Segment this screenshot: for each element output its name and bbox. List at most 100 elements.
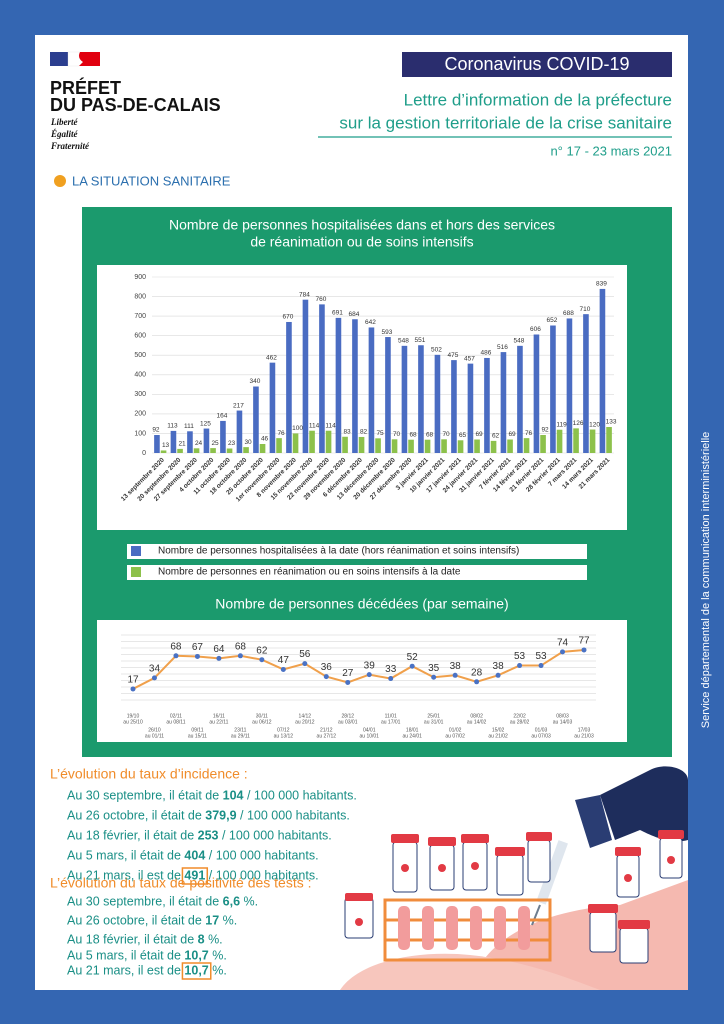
value-label: 113	[167, 423, 178, 430]
value-label: 502	[431, 347, 442, 354]
y-tick-label: 700	[134, 313, 146, 320]
line-prefix: Au 5 mars, il était de	[67, 848, 184, 862]
value-label: 53	[535, 651, 547, 662]
value-label: 76	[277, 430, 285, 437]
bar	[583, 314, 589, 453]
marker	[474, 679, 480, 685]
x-tick-label: au 31/01	[424, 719, 444, 725]
bar	[418, 345, 424, 453]
x-tick-label: 08/03	[556, 713, 569, 719]
value-label: 126	[573, 420, 584, 427]
line-value: 10,7	[184, 963, 208, 977]
line-value: 8	[198, 932, 205, 946]
value-label: 76	[525, 430, 533, 437]
value-label: 652	[547, 317, 558, 324]
line-value: 404	[184, 848, 205, 862]
value-label: 133	[606, 419, 617, 426]
line-suffix: %.	[240, 894, 258, 908]
value-label: 65	[459, 432, 467, 439]
value-label: 30	[244, 439, 252, 446]
marker	[259, 657, 265, 663]
x-tick-label: au 07/02	[445, 733, 465, 739]
line-value: 10,7	[184, 948, 208, 962]
marker	[302, 661, 308, 667]
y-tick-label: 100	[134, 430, 146, 437]
bar	[589, 429, 596, 453]
issue: n° 17 - 23 mars 2021	[550, 143, 672, 158]
line-value: 6,6	[223, 894, 240, 908]
value-label: 691	[332, 310, 343, 317]
value-label: 92	[152, 427, 160, 434]
value-label: 839	[596, 281, 607, 288]
y-tick-label: 900	[134, 274, 146, 281]
highlight-box	[181, 962, 212, 980]
x-tick-label: 07/12	[277, 727, 290, 733]
value-label: 548	[398, 338, 409, 345]
value-label: 606	[530, 326, 541, 333]
marker	[280, 666, 286, 672]
x-tick-label: 01/02	[449, 727, 462, 733]
bar	[474, 439, 480, 453]
value-label: 77	[578, 636, 590, 647]
marker	[366, 672, 372, 678]
value-label: 17	[127, 675, 139, 686]
value-label: 62	[256, 645, 268, 656]
value-label: 68	[426, 431, 434, 438]
value-label: 64	[213, 644, 225, 655]
value-label: 642	[365, 319, 376, 326]
bar	[401, 345, 408, 453]
bar	[490, 440, 497, 453]
chart-title: Nombre de personnes hospitalisées dans e…	[169, 217, 555, 233]
value-label: 74	[557, 638, 569, 649]
side-text: Service départemental de la communicatio…	[700, 432, 712, 729]
bar	[352, 319, 358, 453]
y-tick-label: 500	[134, 352, 146, 359]
value-label: 36	[321, 662, 333, 673]
value-label: 75	[376, 430, 384, 437]
x-tick-label: 22/02	[513, 713, 526, 719]
value-label: 24	[195, 440, 203, 447]
line-prefix: Au 5 mars, il était de	[67, 948, 184, 962]
x-tick-label: 09/11	[191, 727, 203, 733]
bar	[385, 337, 391, 453]
bar	[335, 317, 342, 453]
value-label: 68	[235, 641, 247, 652]
marker	[538, 663, 544, 669]
value-label: 462	[266, 354, 277, 361]
value-label: 120	[589, 421, 600, 428]
value-label: 13	[162, 442, 170, 449]
bar	[236, 410, 243, 453]
line-value: 253	[198, 828, 219, 842]
bar	[533, 334, 540, 453]
value-label: 21	[178, 441, 186, 448]
value-label: 70	[393, 431, 401, 438]
bar	[517, 345, 523, 453]
x-tick-label: au 22/11	[209, 719, 228, 725]
bar	[319, 304, 325, 453]
x-tick-label: au 21/03	[574, 733, 594, 739]
value-label: 784	[299, 291, 310, 298]
x-tick-label: au 15/11	[188, 733, 207, 739]
line-prefix: Au 30 septembre, il était de	[67, 894, 223, 908]
marker	[173, 653, 179, 659]
badge	[402, 52, 672, 77]
value-label: 27	[342, 668, 354, 679]
line-suffix: / 100 000 habitants.	[205, 848, 318, 862]
value-label: 39	[364, 660, 376, 671]
value-label: 593	[382, 329, 393, 336]
bar	[253, 386, 259, 453]
chart-title: de réanimation ou de soins intensifs	[250, 234, 473, 250]
bar	[434, 354, 441, 453]
value-label: 760	[316, 296, 327, 303]
x-tick-label: 16/11	[213, 713, 225, 719]
marker	[452, 672, 458, 678]
marker	[409, 663, 415, 669]
x-tick-label: 01/03	[535, 727, 548, 733]
value-label: 53	[514, 651, 526, 662]
x-tick-label: 26/10	[148, 727, 161, 733]
x-tick-label: au 08/11	[166, 719, 185, 725]
bar	[566, 318, 573, 453]
value-label: 68	[409, 431, 417, 438]
value-label: 548	[514, 338, 525, 345]
bar	[243, 447, 249, 453]
